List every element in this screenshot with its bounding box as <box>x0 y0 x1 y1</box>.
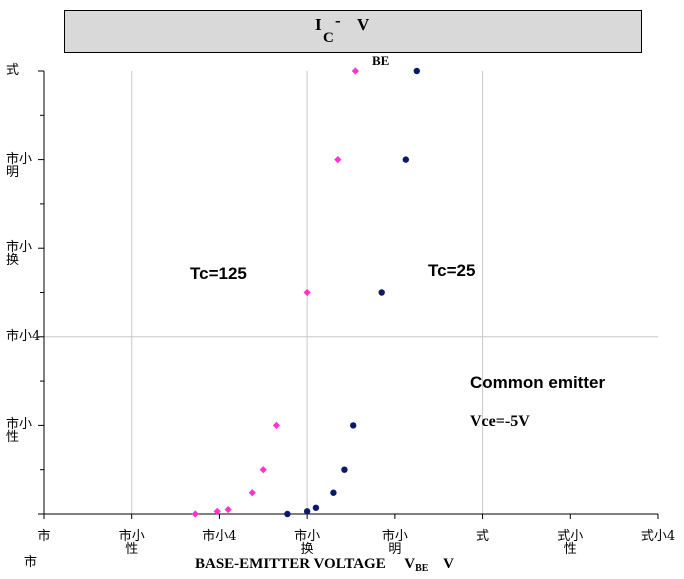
x-tick-label: 市小 换 <box>294 529 321 557</box>
x-tick-label: 式小 性 <box>557 529 584 557</box>
point-tc125 <box>191 510 199 518</box>
x-tick-label: 市 <box>37 529 51 544</box>
y-tick-label: 式 <box>6 63 20 78</box>
point-tc25 <box>413 67 420 75</box>
title-c: C <box>323 30 334 46</box>
title-be: BE <box>372 53 389 68</box>
point-tc25 <box>341 466 348 473</box>
data-points <box>191 67 420 518</box>
point-tc25 <box>312 504 320 511</box>
point-tc125 <box>272 421 281 429</box>
chart-title: IC- V BE <box>315 11 389 68</box>
point-tc125 <box>224 505 232 514</box>
annotation-common-emitter: Common emitter <box>470 373 606 392</box>
x-axis-label: BASE-EMITTER VOLTAGE VBE V <box>195 556 454 574</box>
y-bottom-tick-label: 市 <box>24 555 38 570</box>
point-tc25 <box>402 156 410 163</box>
annotation-tc125: Tc=125 <box>190 264 247 283</box>
x-tick-label: 市小4 <box>202 529 237 544</box>
grid <box>38 70 659 519</box>
point-tc125 <box>259 466 267 474</box>
point-tc125 <box>351 67 359 75</box>
point-tc25 <box>330 489 337 496</box>
y-tick-label: 市小 性 <box>6 417 33 446</box>
y-tick-label: 市小 明 <box>6 151 33 180</box>
title-i: I <box>315 15 322 34</box>
point-tc125 <box>303 288 311 297</box>
x-tick-label: 市小 性 <box>118 529 145 557</box>
title-dash: - <box>335 11 341 30</box>
point-tc25 <box>378 289 385 296</box>
point-tc25 <box>349 422 357 429</box>
point-tc125 <box>248 489 256 497</box>
point-tc25 <box>303 508 311 515</box>
point-tc125 <box>334 156 342 164</box>
annotation-tc25: Tc=25 <box>428 261 476 280</box>
annotation-vce: Vce=-5V <box>470 413 530 430</box>
point-tc25 <box>284 510 291 518</box>
chart-title-box <box>64 10 642 53</box>
y-tick-label: 市小4 <box>6 328 41 344</box>
title-v: V <box>357 15 370 34</box>
y-tick-label: 市小 换 <box>6 240 33 269</box>
x-tick-label: 式 <box>476 529 490 544</box>
point-tc125 <box>213 507 221 515</box>
x-tick-label: 市小 明 <box>381 529 408 557</box>
x-tick-label: 式小4 <box>640 529 676 544</box>
